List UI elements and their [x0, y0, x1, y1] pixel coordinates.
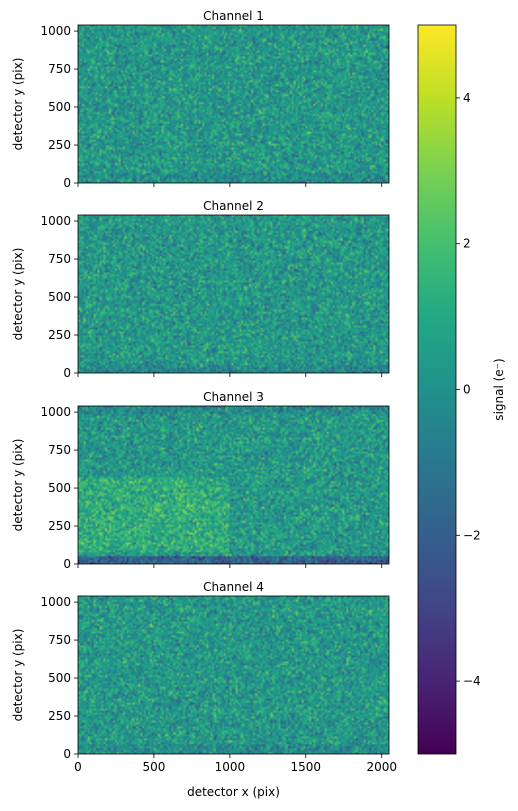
panel-title-1: Channel 1 [203, 9, 264, 23]
heatmap-image-2 [78, 215, 389, 373]
y-axis-title-1: detector y (pix) [11, 58, 25, 151]
y-tick-label: 1000 [40, 405, 71, 419]
y-axis-title-2: detector y (pix) [11, 248, 25, 341]
panel-title-3: Channel 3 [203, 390, 264, 404]
y-tick-label: 1000 [40, 24, 71, 38]
colorbar-tick-label: 2 [463, 237, 471, 251]
y-tick-label: 500 [48, 481, 71, 495]
x-tick-label: 0 [74, 760, 82, 774]
colorbar: 4 2 0 −2 −4 signal (e⁻) [417, 24, 506, 755]
y-tick-label: 750 [48, 633, 71, 647]
y-tick-label: 250 [48, 709, 71, 723]
panel-title-4: Channel 4 [203, 580, 264, 594]
panel-4: Channel 4 0 250 500 750 1000 0 500 1000 1500 2000 d… [11, 580, 397, 774]
y-tick-label: 250 [48, 519, 71, 533]
colorbar-tick-label: 4 [463, 91, 471, 105]
y-axis-title-3: detector y (pix) [11, 439, 25, 532]
panel-title-2: Channel 2 [203, 199, 264, 213]
axes-frame-1 [77, 24, 390, 184]
colorbar-label: signal (e⁻) [492, 358, 506, 420]
axes-frame-3 [77, 405, 390, 565]
colorbar-tick-label: −2 [463, 528, 481, 542]
panel-3: Channel 3 0 250 500 750 1000 detector y (pix) [11, 390, 390, 571]
x-tick-label: 500 [142, 760, 165, 774]
x-tick-label: 1000 [215, 760, 246, 774]
colorbar-tick-label: −4 [463, 674, 481, 688]
y-tick-label: 0 [63, 557, 71, 571]
y-tick-label: 500 [48, 290, 71, 304]
y-tick-label: 1000 [40, 214, 71, 228]
y-tick-label: 750 [48, 62, 71, 76]
y-tick-label: 500 [48, 671, 71, 685]
x-axis-title: detector x (pix) [187, 785, 280, 799]
y-tick-label: 0 [63, 747, 71, 761]
y-tick-label: 750 [48, 252, 71, 266]
y-tick-label: 250 [48, 138, 71, 152]
y-tick-label: 500 [48, 100, 71, 114]
x-tick-label: 2000 [366, 760, 397, 774]
y-tick-label: 750 [48, 443, 71, 457]
heatmap-image-1 [78, 25, 389, 183]
colorbar-gradient [418, 25, 456, 754]
y-tick-label: 250 [48, 328, 71, 342]
y-tick-label: 0 [63, 176, 71, 190]
y-tick-label: 1000 [40, 595, 71, 609]
axes-frame-2 [77, 214, 390, 374]
axes-frame-4 [77, 595, 390, 755]
heatmap-image-4 [78, 596, 389, 754]
y-tick-label: 0 [63, 366, 71, 380]
y-axis-title-4: detector y (pix) [11, 629, 25, 722]
colorbar-tick-label: 0 [463, 383, 471, 397]
heatmap-image-3 [78, 406, 389, 564]
panel-1: Channel 1 0 250 500 750 1000 detector y (pix) [11, 9, 390, 190]
x-tick-label: 1500 [291, 760, 322, 774]
panel-2: Channel 2 0 250 500 750 1000 detector y (pix) [11, 199, 390, 380]
